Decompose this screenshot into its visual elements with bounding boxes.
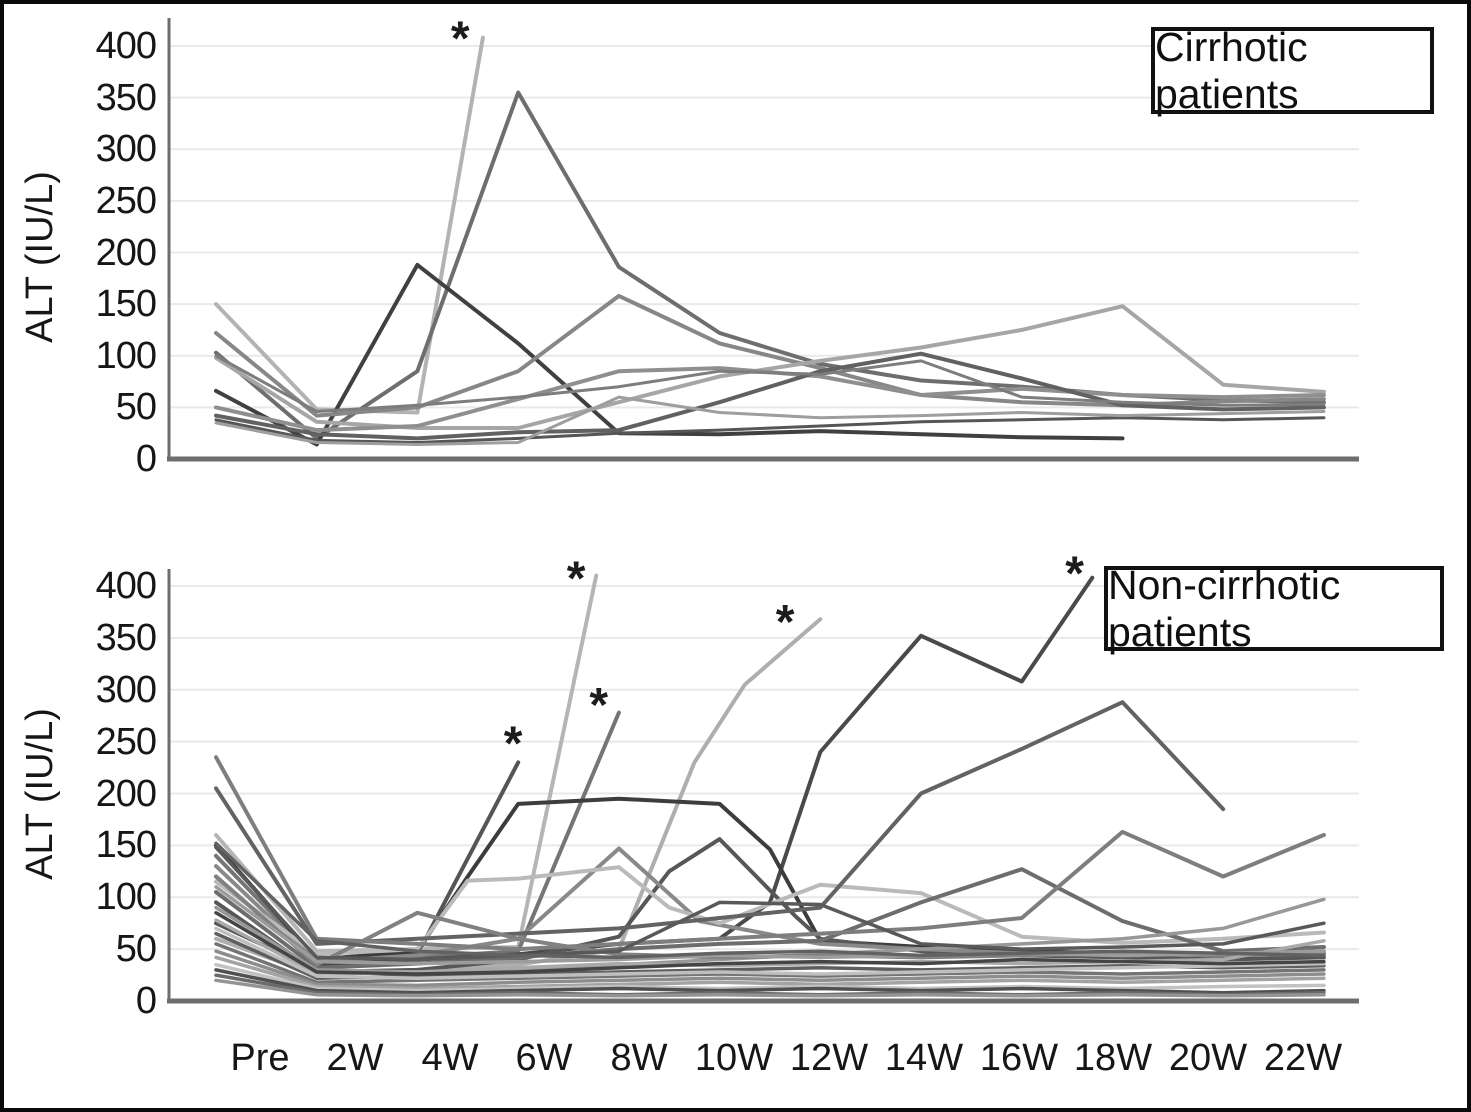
legend-label-cirrhotic: Cirrhotic patients [1155, 23, 1308, 117]
censored-asterisk-1-3: * [776, 596, 795, 649]
censored-asterisk-1-2: * [589, 679, 608, 732]
y-tick-label-bottom-400: 400 [95, 565, 157, 607]
censored-asterisk-1-4: * [1065, 547, 1084, 600]
x-tick-label-8w: 8W [610, 1037, 668, 1079]
patient-line-noncirrhotic-5 [214, 575, 1095, 967]
y-tick-label-top-400: 400 [95, 25, 157, 67]
patient-line-noncirrhotic-23 [214, 845, 1326, 962]
patient-line-cirrhotic-9 [214, 395, 1326, 446]
y-tick-label-bottom-100: 100 [95, 876, 157, 918]
x-tick-label-12w: 12W [789, 1037, 869, 1079]
patient-line-noncirrhotic-27 [214, 885, 1326, 966]
y-tick-label-top-100: 100 [95, 335, 157, 377]
x-tick-label-2w: 2W [326, 1037, 384, 1079]
patient-line-noncirrhotic-25 [214, 926, 1326, 980]
y-tick-label-top-50: 50 [115, 386, 157, 428]
y-tick-label-bottom-50: 50 [115, 928, 157, 970]
x-tick-label-18w: 18W [1073, 1037, 1153, 1079]
x-tick-label-16w: 16W [979, 1037, 1059, 1079]
y-tick-label-top-150: 150 [95, 283, 157, 325]
x-tick-label-10w: 10W [694, 1037, 774, 1079]
y-tick-label-top-300: 300 [95, 128, 157, 170]
legend-box-noncirrhotic: Non-cirrhotic patients [1104, 562, 1444, 655]
legend-box-cirrhotic: Cirrhotic patients [1151, 24, 1434, 117]
y-tick-label-top-200: 200 [95, 232, 157, 274]
patient-line-cirrhotic-10 [214, 354, 1326, 413]
x-tick-label-pre: Pre [230, 1037, 290, 1079]
censored-asterisk-1-0: * [504, 717, 523, 770]
patient-line-noncirrhotic-28 [214, 841, 1326, 960]
y-tick-label-bottom-0: 0 [135, 980, 157, 1022]
patient-line-noncirrhotic-7 [214, 837, 1326, 974]
patient-line-noncirrhotic-26 [214, 911, 1326, 976]
y-tick-label-bottom-350: 350 [95, 617, 157, 659]
y-tick-label-bottom-250: 250 [95, 721, 157, 763]
x-tick-label-14w: 14W [884, 1037, 964, 1079]
y-tick-label-bottom-150: 150 [95, 824, 157, 866]
patient-line-cirrhotic-3 [214, 262, 1125, 447]
y-axis-title-noncirrhotic: ALT (IU/L) [19, 708, 61, 880]
legend-label-noncirrhotic: Non-cirrhotic patients [1108, 561, 1341, 655]
chart-canvas: * * * * * * [167, 13, 1359, 1004]
censored-asterisk-1-1: * [567, 553, 586, 606]
patient-line-noncirrhotic-21 [214, 978, 1326, 998]
patient-line-cirrhotic-8 [214, 416, 1326, 444]
patient-line-cirrhotic-6 [214, 366, 1326, 433]
patient-line-noncirrhotic-11 [214, 700, 1226, 946]
patient-line-noncirrhotic-17 [214, 955, 1326, 991]
y-tick-label-bottom-300: 300 [95, 669, 157, 711]
patient-line-noncirrhotic-2 [214, 573, 599, 954]
x-tick-label-20w: 20W [1168, 1037, 1248, 1079]
censored-asterisk-0-0: * [451, 13, 470, 66]
patient-line-noncirrhotic-12 [214, 755, 1326, 952]
y-axis-title-cirrhotic: ALT (IU/L) [19, 171, 61, 343]
x-tick-label-22w: 22W [1263, 1037, 1343, 1079]
patient-line-noncirrhotic-15 [214, 942, 1326, 985]
x-tick-label-4w: 4W [421, 1037, 479, 1079]
patient-line-cirrhotic-7 [214, 351, 1326, 441]
patient-line-noncirrhotic-16 [214, 949, 1326, 988]
x-tick-label-6w: 6W [515, 1037, 573, 1079]
patient-line-noncirrhotic-18 [214, 962, 1326, 993]
patient-line-noncirrhotic-19 [214, 968, 1326, 995]
y-tick-label-bottom-200: 200 [95, 773, 157, 815]
y-tick-label-top-350: 350 [95, 77, 157, 119]
y-tick-label-top-0: 0 [135, 438, 157, 480]
y-tick-label-top-250: 250 [95, 180, 157, 222]
